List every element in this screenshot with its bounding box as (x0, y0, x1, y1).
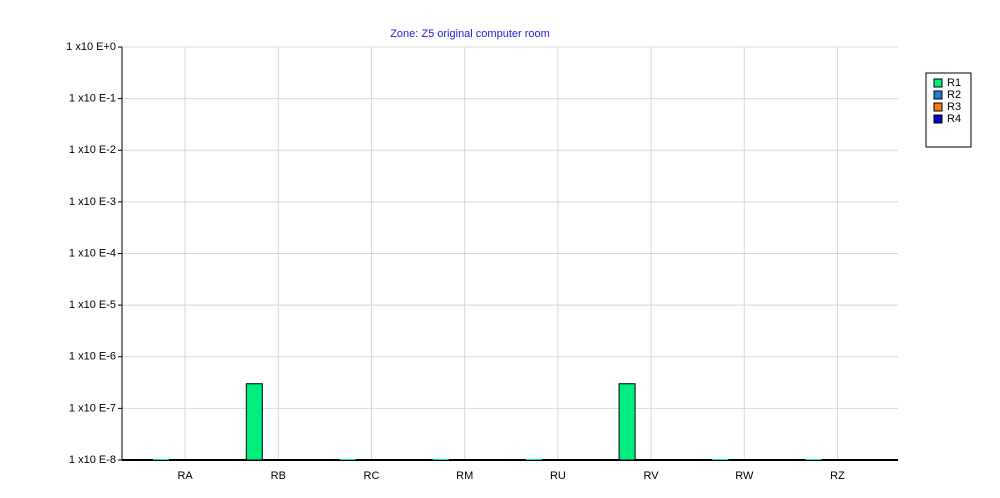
y-tick-label: 1 x10 E-1 (69, 93, 116, 105)
legend-swatch (933, 102, 943, 112)
bar (712, 459, 729, 460)
bar (525, 459, 542, 460)
x-tick-label: RC (364, 470, 380, 482)
x-tick-label: RB (271, 470, 286, 482)
legend-swatch (933, 90, 943, 100)
x-tick-label: RA (177, 470, 193, 482)
bar (245, 383, 263, 461)
y-tick-label: 1 x10 E-7 (69, 402, 116, 414)
x-tick-label: RU (550, 470, 566, 482)
legend-swatch (933, 78, 943, 88)
y-tick-label: 1 x10 E-6 (69, 351, 116, 363)
y-tick-label: 1 x10 E-4 (69, 247, 116, 259)
bar (153, 459, 170, 460)
y-tick-label: 1 x10 E-8 (69, 454, 116, 466)
x-tick-label: RW (735, 470, 754, 482)
y-tick-label: 1 x10 E-3 (69, 196, 116, 208)
legend-label: R2 (947, 89, 961, 101)
chart-title: Zone: Z5 original computer room (390, 28, 550, 40)
legend-swatch (933, 114, 943, 124)
legend-label: R1 (947, 77, 961, 89)
legend-label: R4 (947, 113, 961, 125)
y-tick-label: 1 x10 E-2 (69, 144, 116, 156)
bar (432, 459, 449, 460)
x-tick-label: RZ (830, 470, 845, 482)
bar (805, 459, 822, 460)
x-tick-label: RM (456, 470, 473, 482)
bar (339, 459, 356, 460)
bar (618, 383, 636, 461)
y-tick-label: 1 x10 E+0 (66, 41, 116, 53)
x-tick-label: RV (644, 470, 660, 482)
y-tick-label: 1 x10 E-5 (69, 299, 116, 311)
legend-label: R3 (947, 101, 961, 113)
